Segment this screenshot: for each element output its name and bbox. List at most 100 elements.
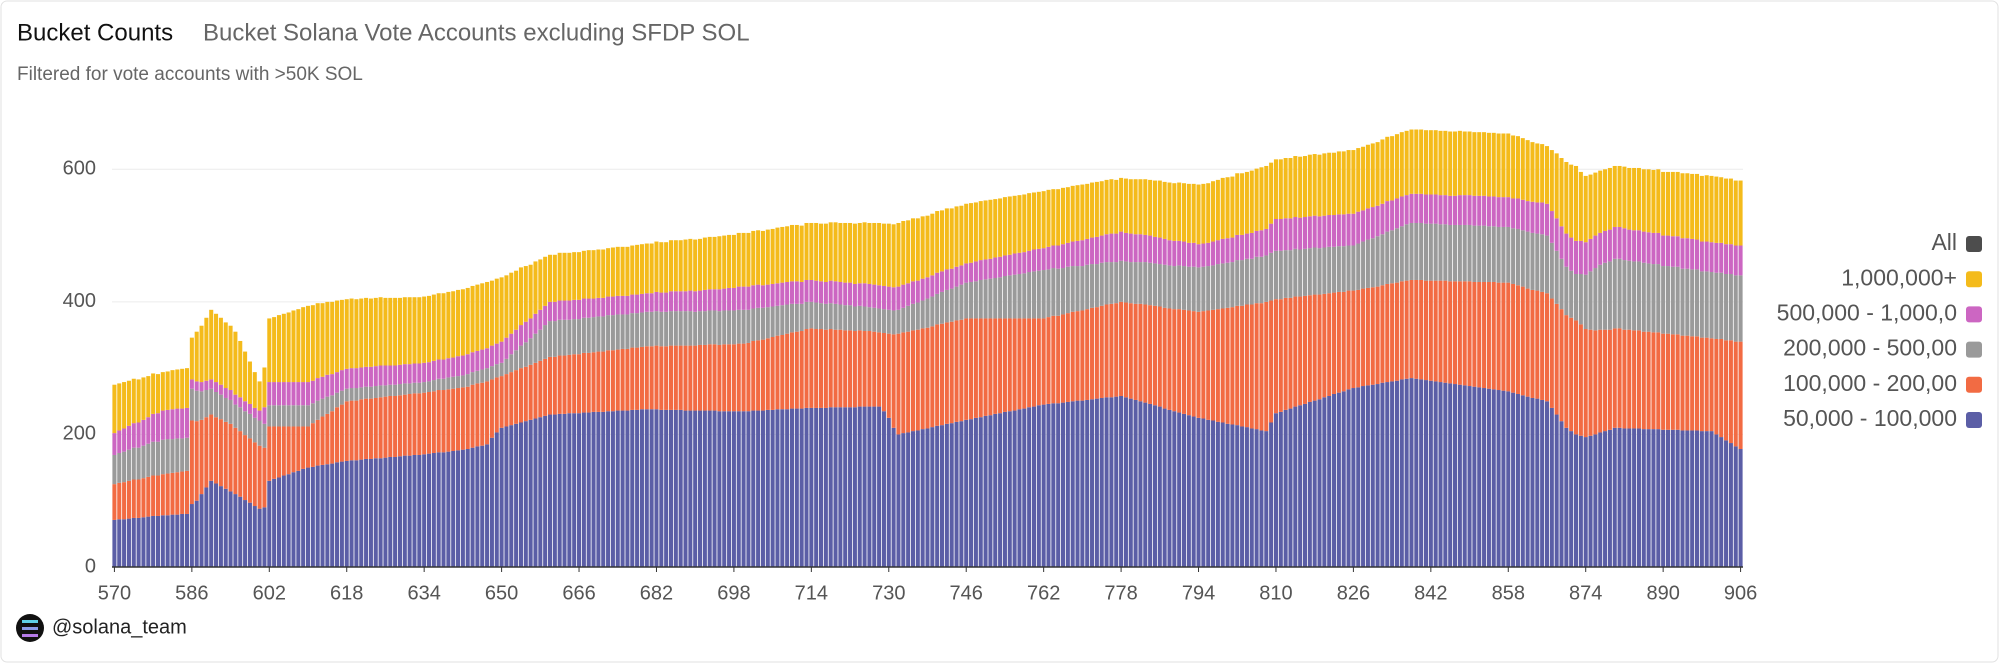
bar-segment (1540, 144, 1545, 203)
bar-segment (978, 201, 983, 261)
bar-segment (122, 482, 127, 520)
bar-segment (702, 289, 707, 312)
bar-segment (1482, 388, 1487, 567)
bar-segment (1612, 226, 1617, 259)
bar-segment (910, 330, 916, 432)
bar-segment (238, 397, 243, 408)
bar-segment (397, 456, 402, 567)
bar-segment (1090, 399, 1095, 567)
bar-segment (1385, 201, 1390, 232)
bar-segment (470, 352, 475, 373)
bar-segment (1559, 226, 1564, 259)
bar-segment (1578, 435, 1583, 567)
bar-segment (852, 223, 857, 284)
bar-segment (673, 311, 678, 346)
bar-segment (1070, 185, 1075, 242)
bar-segment (707, 310, 712, 345)
bar-segment (1375, 205, 1380, 237)
bar-segment (678, 345, 683, 410)
bar-segment (1302, 217, 1308, 249)
bar-segment (1002, 197, 1007, 256)
bar-segment (364, 458, 369, 567)
bar-segment (1022, 318, 1027, 409)
bar-segment (223, 388, 228, 398)
bar-segment (465, 287, 470, 355)
bar-segment (315, 465, 320, 567)
bar-segment (1293, 217, 1298, 249)
bar-segment (1090, 307, 1095, 400)
bar-segment (1695, 239, 1700, 270)
bar-segment (1332, 393, 1337, 567)
bar-segment (184, 437, 190, 471)
bar-segment (228, 325, 233, 391)
bar-segment (615, 314, 620, 350)
bar-segment (848, 222, 853, 283)
bar-segment (1177, 412, 1182, 567)
bar-segment (1220, 177, 1225, 239)
bar-segment (794, 408, 799, 567)
legend-label: 50,000 - 100,000 (1783, 405, 1957, 431)
bar-segment (896, 333, 901, 435)
bar-segment (1627, 329, 1632, 429)
bar-segment (606, 411, 611, 567)
bar-segment (426, 362, 432, 382)
bar-segment (465, 374, 470, 387)
chart-subtitle: Bucket Solana Vote Accounts excluding SF… (203, 19, 750, 46)
bar-segment (354, 299, 359, 369)
bar-segment (1501, 390, 1506, 567)
bar-segment (1617, 226, 1622, 259)
bar-segment (1603, 169, 1608, 231)
bar-segment (1544, 401, 1550, 567)
bar-segment (402, 394, 407, 456)
bar-segment (939, 210, 945, 272)
bar-segment (833, 329, 838, 408)
bar-segment (146, 443, 151, 477)
bar-segment (160, 372, 165, 411)
bar-segment (668, 345, 674, 410)
x-tick-label: 826 (1337, 582, 1370, 604)
bar-segment (760, 307, 765, 340)
bar-segment (373, 458, 378, 567)
bar-segment (780, 409, 785, 567)
bar-segment (1719, 272, 1724, 339)
bar-segment (470, 285, 475, 353)
bar-segment (915, 329, 920, 431)
bar-segment (654, 345, 659, 410)
bar-segment (431, 391, 436, 453)
bar-segment (194, 390, 199, 422)
bar-segment (1094, 264, 1099, 308)
bar-segment (654, 311, 659, 346)
bar-segment (257, 445, 262, 509)
bar-segment (1128, 398, 1133, 567)
bar-segment (1322, 293, 1327, 398)
bar-segment (538, 309, 543, 330)
bar-segment (988, 318, 993, 416)
bar-segment (1699, 337, 1704, 432)
bar-segment (286, 382, 291, 406)
bar-segment (412, 297, 417, 364)
bar-segment (349, 368, 354, 389)
bar-segment (673, 345, 678, 410)
bar-segment (1380, 234, 1385, 286)
bar-segment (1423, 223, 1429, 281)
bar-segment (1002, 276, 1007, 319)
bar-segment (141, 419, 146, 446)
bar-segment (1457, 384, 1462, 567)
bar-segment (204, 390, 209, 418)
bar-segment (925, 428, 930, 567)
bars (112, 129, 1743, 567)
bar-segment (518, 267, 523, 326)
bar-segment (823, 329, 828, 408)
bar-segment (1244, 233, 1249, 259)
bar-segment (1080, 310, 1085, 401)
bar-segment (1181, 241, 1187, 267)
bar-segment (344, 401, 349, 461)
bar-segment (504, 358, 509, 375)
bar-segment (523, 366, 528, 422)
bar-segment (1138, 262, 1143, 304)
bar-segment (1264, 228, 1269, 256)
x-tick-label: 698 (717, 582, 750, 604)
bar-segment (998, 318, 1003, 414)
bar-segment (1114, 396, 1119, 567)
bar-segment (877, 332, 882, 407)
